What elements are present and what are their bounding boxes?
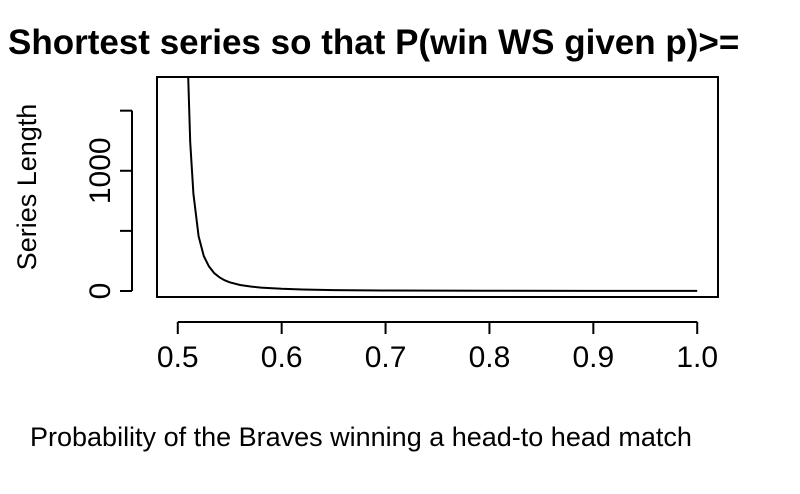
y-tick-label: 1000: [84, 137, 117, 204]
x-axis: 0.5 0.6 0.7 0.8 0.9 1.0: [157, 321, 718, 374]
y-tick-label: 0: [84, 283, 117, 300]
x-axis-label: Probability of the Braves winning a head…: [30, 422, 692, 452]
x-tick-label: 0.6: [261, 341, 303, 374]
plot-frame: [156, 76, 719, 298]
x-tick-label: 0.7: [365, 341, 407, 374]
y-axis-label: Series Length: [12, 104, 42, 271]
x-tick-label: 0.9: [572, 341, 614, 374]
x-tick-label: 0.8: [469, 341, 511, 374]
x-tick-label: 1.0: [676, 341, 718, 374]
x-tick-label: 0.5: [157, 341, 199, 374]
chart-title: Shortest series so that P(win WS given p…: [8, 23, 739, 62]
y-axis: 0 1000: [84, 109, 133, 300]
series-line: [187, 76, 698, 292]
